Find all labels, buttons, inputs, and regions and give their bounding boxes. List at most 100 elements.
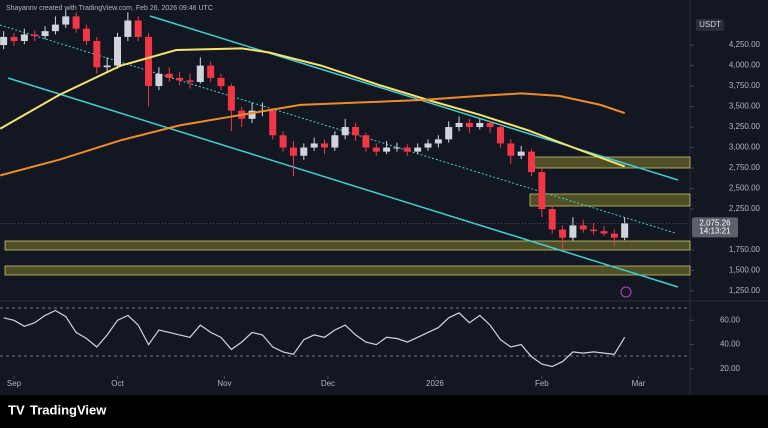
candle-body [445,127,453,140]
candle-body [393,147,401,149]
event-icon [620,286,632,298]
candle-body [176,77,184,81]
candle-body [434,139,442,144]
support-zone [4,240,691,251]
candle-body [51,24,59,32]
candle-body [279,135,287,148]
rsi-line [3,309,626,368]
candle-body [217,77,225,87]
candle-body [600,231,608,234]
candle-body [372,147,380,152]
y-tick-label: 4,000.00 [729,61,761,70]
candle-body [31,34,39,37]
rsi-tick-label: 60.00 [720,315,741,324]
candle-body [548,209,556,230]
y-tick-label: 3,750.00 [729,81,761,90]
candle-body [72,16,80,29]
y-tick-label: 2,750.00 [729,163,761,172]
x-tick-label: Sep [7,379,22,388]
candle-body [331,135,339,148]
candle-body [103,65,111,68]
candle-body [424,143,432,148]
candle-body [538,172,546,210]
y-tick-label: 2,500.00 [729,184,761,193]
logo-mark: TV [8,402,25,417]
candle-body [496,127,504,144]
footer [0,395,768,428]
x-tick-label: Nov [217,379,231,388]
candle-body [62,16,70,25]
x-tick-label: Dec [321,379,335,388]
currency: USDT [699,20,721,29]
candle-body [134,20,142,37]
candle-body [321,143,329,148]
channel-lower [7,77,679,288]
candle-body [517,151,525,156]
y-tick-label: 4,250.00 [729,40,761,49]
candle-body [0,36,8,46]
candle-body [124,20,132,37]
candle-body [300,147,308,156]
y-tick-label: 1,250.00 [729,286,761,295]
candle-body [569,225,577,238]
moving-average [0,47,626,168]
candle-body [455,122,463,128]
candle-body [476,122,484,128]
x-tick-label: Mar [632,379,646,388]
candle-body [196,65,204,82]
rsi-tick-label: 40.00 [720,340,741,349]
y-tick-label: 3,250.00 [729,122,761,131]
candle-body [93,40,101,68]
attribution: Shayannv created with TradingView.com, F… [6,5,213,12]
candle-body [383,147,391,152]
candle-body [341,127,349,136]
candle-body [579,225,587,230]
x-tick-label: Feb [535,379,549,388]
rsi-tick-label: 20.00 [720,364,741,373]
brand: TradingView [30,402,107,417]
candle-body [414,147,422,152]
candle-body [610,233,618,238]
support-zone [4,265,691,276]
y-tick-label: 3,500.00 [729,102,761,111]
candle-body [186,80,194,82]
candle-body [10,36,18,41]
y-tick-label: 1,500.00 [729,266,761,275]
supply-zone [529,193,691,207]
candle-body [590,229,598,232]
candle-body [528,151,536,173]
candle-body [403,147,411,152]
candle-body [465,122,473,128]
candle-body [289,147,297,156]
currency-box [696,19,724,31]
candle-body [559,229,567,238]
y-tick-label: 1,750.00 [729,245,761,254]
countdown: 14:13:21 [699,226,731,235]
candle-body [269,110,277,136]
y-tick-label: 2,250.00 [729,204,761,213]
candle-body [227,86,235,111]
x-tick-label: 2026 [426,379,444,388]
candle-body [621,223,629,238]
candle-body [248,110,256,119]
x-tick-label: Oct [111,379,124,388]
candle-body [155,73,163,87]
candle-body [145,36,153,87]
candle-body [207,65,215,78]
candle-body [362,135,370,148]
candle-body [82,28,90,41]
candle-body [310,143,318,148]
last-price-box [692,217,738,238]
candle-body [507,143,515,156]
moving-average [0,92,626,177]
candle-body [486,122,494,128]
candle-body [352,127,360,136]
channel-mid [0,24,676,234]
candle-body [114,36,122,66]
last-price-label: 2,075.26 [699,218,731,227]
candle-body [20,34,28,41]
candle-body [165,73,173,78]
y-tick-label: 3,000.00 [729,143,761,152]
